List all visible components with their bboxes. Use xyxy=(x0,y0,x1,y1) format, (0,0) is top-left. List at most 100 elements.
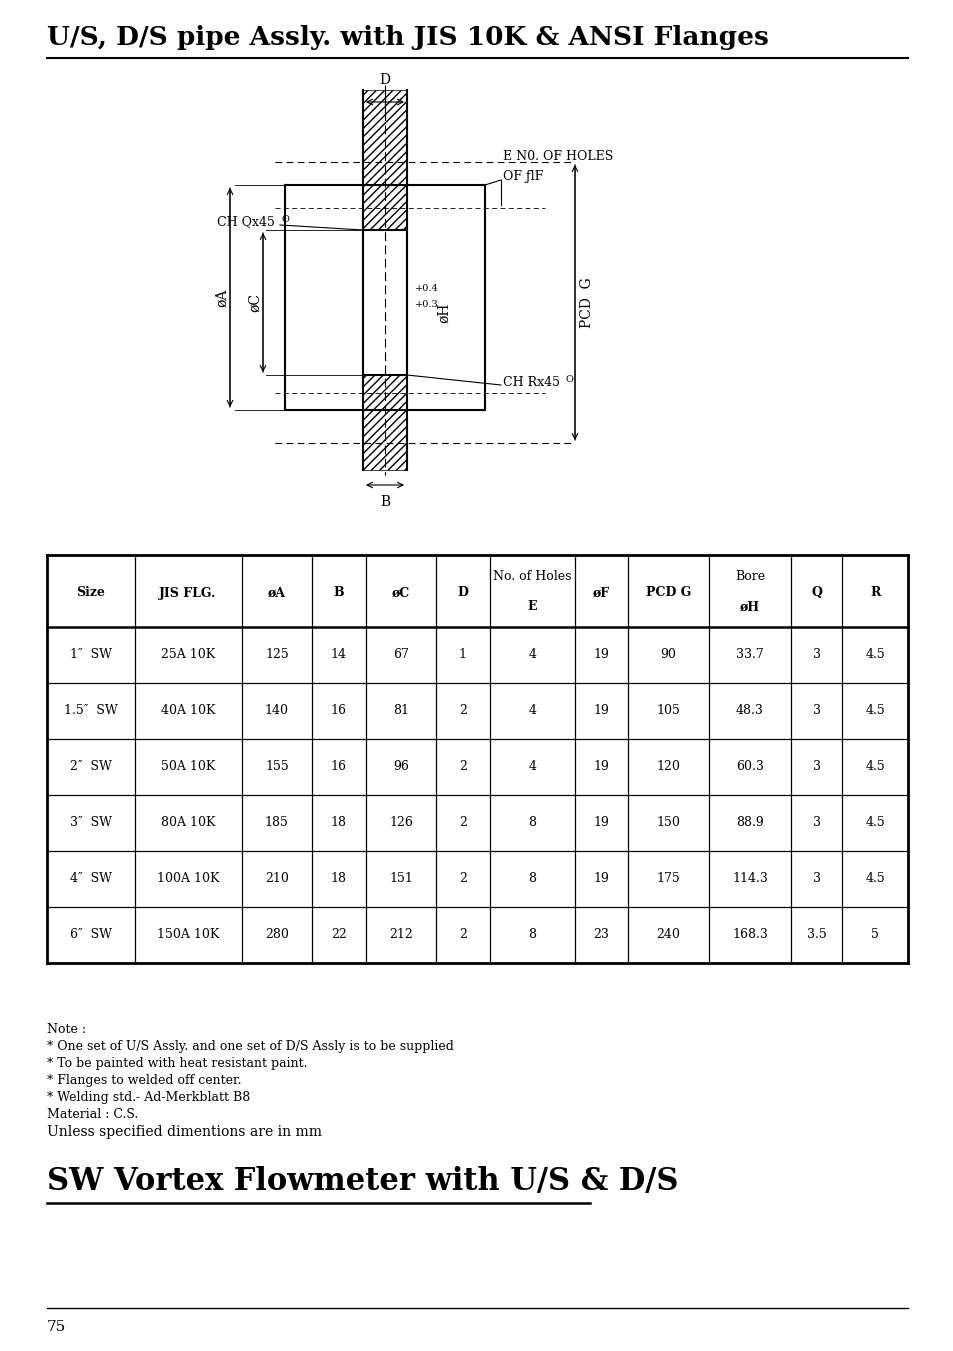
Text: 3: 3 xyxy=(812,704,820,717)
Text: 4.5: 4.5 xyxy=(864,704,884,717)
Text: 2: 2 xyxy=(458,816,466,830)
Text: 80A 10K: 80A 10K xyxy=(161,816,215,830)
Text: 23: 23 xyxy=(593,928,609,942)
Text: 105: 105 xyxy=(656,704,679,717)
Text: 96: 96 xyxy=(393,761,409,774)
Text: Unless specified dimentions are in mm: Unless specified dimentions are in mm xyxy=(47,1125,322,1139)
Text: 150A 10K: 150A 10K xyxy=(156,928,219,942)
Text: Material : C.S.: Material : C.S. xyxy=(47,1108,138,1121)
Text: 126: 126 xyxy=(389,816,413,830)
Text: 25A 10K: 25A 10K xyxy=(161,648,215,662)
Text: 3: 3 xyxy=(812,648,820,662)
Text: 19: 19 xyxy=(593,873,609,885)
Text: 8: 8 xyxy=(528,928,536,942)
Text: E: E xyxy=(527,600,537,613)
Text: 16: 16 xyxy=(331,704,347,717)
Text: 1.5″  SW: 1.5″ SW xyxy=(64,704,117,717)
Text: Q: Q xyxy=(810,586,821,600)
Text: 114.3: 114.3 xyxy=(731,873,767,885)
Text: øA: øA xyxy=(268,586,286,600)
Text: 18: 18 xyxy=(331,873,347,885)
Text: 3″  SW: 3″ SW xyxy=(70,816,112,830)
Text: 1″  SW: 1″ SW xyxy=(70,648,112,662)
Text: 6″  SW: 6″ SW xyxy=(70,928,112,942)
Text: * Flanges to welded off center.: * Flanges to welded off center. xyxy=(47,1074,241,1088)
Text: U/S, D/S pipe Assly. with JIS 10K & ANSI Flanges: U/S, D/S pipe Assly. with JIS 10K & ANSI… xyxy=(47,26,768,50)
Text: øC: øC xyxy=(392,586,410,600)
Text: øF: øF xyxy=(593,586,610,600)
Text: * One set of U/S Assly. and one set of D/S Assly is to be supplied: * One set of U/S Assly. and one set of D… xyxy=(47,1040,454,1052)
Text: 81: 81 xyxy=(393,704,409,717)
Text: * Welding std.- Ad-Merkblatt B8: * Welding std.- Ad-Merkblatt B8 xyxy=(47,1092,250,1104)
Text: * To be painted with heat resistant paint.: * To be painted with heat resistant pain… xyxy=(47,1056,307,1070)
Text: 4.5: 4.5 xyxy=(864,648,884,662)
Text: D: D xyxy=(457,586,468,600)
Text: SW Vortex Flowmeter with U/S & D/S: SW Vortex Flowmeter with U/S & D/S xyxy=(47,1166,678,1197)
Text: 155: 155 xyxy=(265,761,289,774)
Text: 19: 19 xyxy=(593,761,609,774)
Text: 67: 67 xyxy=(393,648,409,662)
Text: 4: 4 xyxy=(528,761,536,774)
Text: CH Rx45: CH Rx45 xyxy=(502,376,559,389)
Text: No. of Holes: No. of Holes xyxy=(493,570,571,584)
Text: 120: 120 xyxy=(656,761,679,774)
Text: 18: 18 xyxy=(331,816,347,830)
Text: 212: 212 xyxy=(389,928,413,942)
Text: PCD G: PCD G xyxy=(645,586,690,600)
Text: Size: Size xyxy=(76,586,105,600)
Text: 3: 3 xyxy=(812,873,820,885)
Text: 40A 10K: 40A 10K xyxy=(161,704,215,717)
Text: JIS FLG.: JIS FLG. xyxy=(159,586,216,600)
Text: 50A 10K: 50A 10K xyxy=(161,761,215,774)
Text: 125: 125 xyxy=(265,648,289,662)
Text: 2: 2 xyxy=(458,873,466,885)
Text: OF ƒlF: OF ƒlF xyxy=(502,170,542,182)
Text: øA: øA xyxy=(214,288,229,307)
Text: 2: 2 xyxy=(458,928,466,942)
Text: 33.7: 33.7 xyxy=(736,648,763,662)
Text: O: O xyxy=(565,376,574,384)
Text: R: R xyxy=(869,586,880,600)
Text: øH: øH xyxy=(740,600,760,613)
Text: 48.3: 48.3 xyxy=(735,704,763,717)
Text: 280: 280 xyxy=(265,928,289,942)
Text: 175: 175 xyxy=(656,873,679,885)
Text: 2: 2 xyxy=(458,704,466,717)
Text: 140: 140 xyxy=(265,704,289,717)
Text: 240: 240 xyxy=(656,928,679,942)
Text: 88.9: 88.9 xyxy=(736,816,763,830)
Text: 75: 75 xyxy=(47,1320,66,1333)
Text: 3: 3 xyxy=(812,761,820,774)
Text: 90: 90 xyxy=(659,648,676,662)
Text: 168.3: 168.3 xyxy=(731,928,767,942)
Text: 8: 8 xyxy=(528,873,536,885)
Text: 14: 14 xyxy=(331,648,347,662)
Text: 4.5: 4.5 xyxy=(864,761,884,774)
Text: B: B xyxy=(334,586,344,600)
Text: 1: 1 xyxy=(458,648,466,662)
Text: B: B xyxy=(379,494,390,509)
Text: 4.5: 4.5 xyxy=(864,816,884,830)
Text: 3: 3 xyxy=(812,816,820,830)
Text: O: O xyxy=(282,215,290,224)
Text: 150: 150 xyxy=(656,816,679,830)
Text: 5: 5 xyxy=(870,928,878,942)
Text: Note :: Note : xyxy=(47,1023,86,1036)
Text: 19: 19 xyxy=(593,704,609,717)
Text: 19: 19 xyxy=(593,648,609,662)
Text: +0.4: +0.4 xyxy=(415,284,438,293)
Text: D: D xyxy=(379,73,390,86)
Text: 4: 4 xyxy=(528,704,536,717)
Text: CH Qx45: CH Qx45 xyxy=(216,216,274,228)
Text: Bore: Bore xyxy=(734,570,764,584)
Text: 185: 185 xyxy=(265,816,289,830)
Text: 2″  SW: 2″ SW xyxy=(70,761,112,774)
Text: 19: 19 xyxy=(593,816,609,830)
Text: PCD  G: PCD G xyxy=(579,277,594,328)
Text: 4: 4 xyxy=(528,648,536,662)
Text: øH: øH xyxy=(436,303,451,323)
Text: 4.5: 4.5 xyxy=(864,873,884,885)
Text: 210: 210 xyxy=(265,873,289,885)
Text: 2: 2 xyxy=(458,761,466,774)
Text: øC: øC xyxy=(248,293,262,312)
